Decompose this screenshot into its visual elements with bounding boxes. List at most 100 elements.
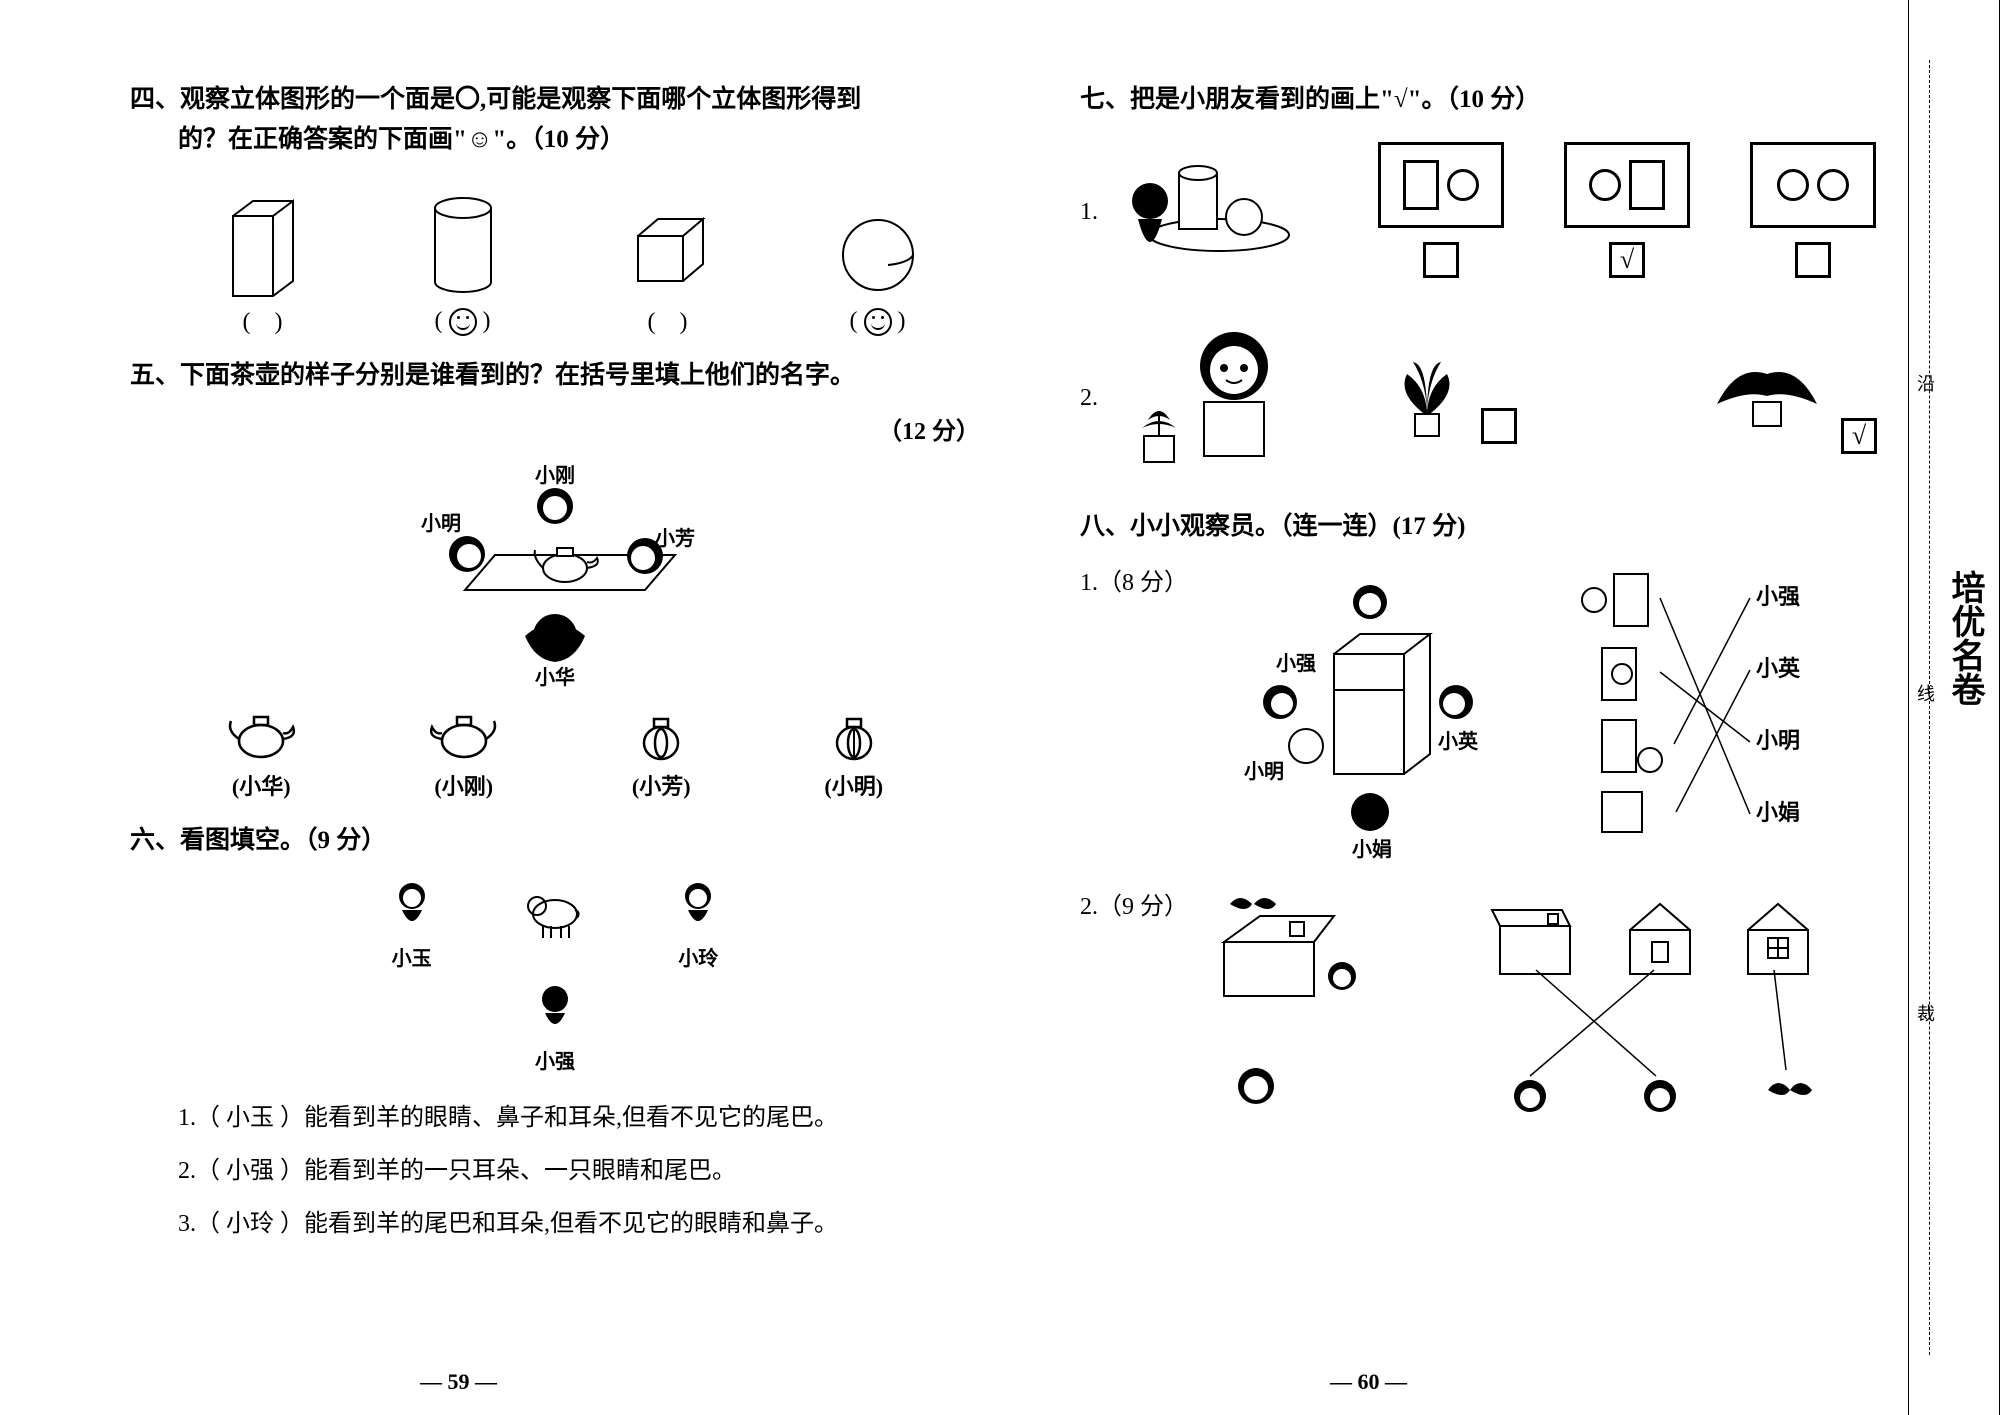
sphere-icon (833, 210, 923, 300)
q7-2-scene (1114, 316, 1324, 481)
opt-frame (1378, 142, 1504, 228)
q6-xiaoyu: 小玉 (382, 876, 442, 971)
svg-text:小英: 小英 (1756, 656, 1801, 681)
q6-xiaoling: 小玲 (668, 876, 728, 971)
rect-icon (1403, 160, 1439, 210)
q4-shapes-row: ( ) ( ) ( ) (160, 190, 980, 336)
page-number-right: — 60 — (1330, 1369, 1407, 1395)
cut-char: 线 (1917, 680, 1935, 706)
q8-sub2-svg (1200, 886, 1840, 1146)
q7-num-1: 1. (1080, 199, 1114, 226)
label-xiaoming: 小明 (421, 512, 461, 535)
label-xiaohua: 小华 (535, 665, 575, 689)
q8-sub-1: 1.（8 分） 小强 小明 (1080, 562, 1930, 862)
q8-block: 1.（8 分） 小强 小明 (1080, 562, 1930, 1146)
teapot-side1-icon (626, 705, 696, 765)
checkbox-checked[interactable]: √ (1841, 418, 1877, 454)
q5-scene-svg: 小刚 小明 小芳 小华 (375, 460, 735, 690)
q7-1-scene (1114, 135, 1324, 290)
teapot-2-answer: 小刚 (442, 774, 486, 799)
teapot-4-answer: 小明 (832, 774, 876, 799)
q7-2-options: √ (1324, 344, 1930, 454)
svg-text:小娟: 小娟 (1352, 837, 1392, 861)
checkbox[interactable] (1795, 242, 1831, 278)
teapot-3-answer: 小芳 (639, 774, 683, 799)
q7-1-opt-a[interactable] (1378, 142, 1504, 283)
q7-2-opt-a[interactable] (1377, 344, 1517, 454)
opt-frame (1564, 142, 1690, 228)
q7-1-scene-svg (1114, 135, 1304, 285)
q4-shape-sphere: ( ) (833, 210, 923, 336)
sheep-icon (515, 876, 595, 946)
page-number-left: — 59 — (420, 1369, 497, 1395)
checkbox[interactable] (1423, 242, 1459, 278)
circle-icon (1777, 169, 1809, 201)
q5-title: 五、下面茶壶的样子分别是谁看到的？在括号里填上他们的名字。 (130, 356, 980, 396)
child-icon (668, 876, 728, 936)
teapot-side2-icon (819, 705, 889, 765)
circle-icon (1447, 169, 1479, 201)
svg-text:小明: 小明 (1244, 760, 1284, 783)
dotted-cut-line (1929, 60, 1930, 1355)
q6-sheep (515, 876, 595, 971)
q7-title: 七、把是小朋友看到的画上"√"。（10 分） (1080, 80, 1930, 120)
q4-paren-3: ( ) (648, 309, 688, 335)
circle-icon (1589, 169, 1621, 201)
left-column: 四、观察立体图形的一个面是〇,可能是观察下面哪个立体图形得到 的？在正确答案的下… (100, 60, 1030, 1385)
label-xiaofang: 小芳 (655, 526, 695, 550)
right-column: 七、把是小朋友看到的画上"√"。（10 分） 1. (1030, 60, 1960, 1385)
circle-icon (1817, 169, 1849, 201)
teapot-3: (小芳) (626, 705, 696, 801)
checkbox-checked[interactable]: √ (1609, 242, 1645, 278)
q5-scene: 小刚 小明 小芳 小华 (130, 460, 980, 695)
opt-frame (1750, 142, 1876, 228)
q4-paren-1: ( ) (243, 309, 283, 335)
q6-xiaoqiang-label: 小强 (130, 1045, 980, 1074)
q7-2-opt-b[interactable]: √ (1697, 344, 1877, 454)
plant-above-icon (1377, 344, 1477, 444)
q8-sub1-svg: 小强 小明 小英 小娟 (1200, 562, 1840, 862)
q6-xiaoyu-label: 小玉 (382, 942, 442, 971)
q8-sub-2: 2.（9 分） (1080, 886, 1930, 1146)
child-icon (382, 876, 442, 936)
q6-line-2: 2.（ 小强 ）能看到羊的一只耳朵、一只眼睛和尾巴。 (178, 1145, 980, 1198)
teapot-1-answer: 小华 (239, 774, 283, 799)
q4-title-line2: 的？在正确答案的下面画"☺"。（10 分） (178, 126, 625, 153)
q7-1-opt-b[interactable]: √ (1564, 142, 1690, 283)
q4-shape-cuboid: ( ) (218, 191, 308, 336)
cuboid-icon (218, 191, 308, 301)
q4-paren-2: ( ) (435, 308, 491, 334)
brand-vertical: 培优名卷 (1940, 570, 1989, 706)
svg-text:小明: 小明 (1756, 728, 1800, 753)
q5-score: （12 分） (130, 411, 980, 446)
q4-shape-cube: ( ) (618, 201, 718, 336)
q8-title: 八、小小观察员。（连一连）(17 分) (1080, 507, 1930, 547)
svg-text:小娟: 小娟 (1756, 800, 1800, 825)
q6-line-1: 1.（ 小玉 ）能看到羊的眼睛、鼻子和耳朵,但看不见它的尾巴。 (178, 1092, 980, 1145)
svg-text:小强: 小强 (1756, 584, 1800, 609)
rect-icon (1629, 160, 1665, 210)
svg-text:小强: 小强 (1276, 652, 1316, 675)
svg-text:小英: 小英 (1438, 729, 1479, 753)
q4-shape-cylinder: ( ) (423, 190, 503, 336)
q4-paren-4: ( ) (850, 308, 906, 334)
q4-title: 四、观察立体图形的一个面是〇,可能是观察下面哪个立体图形得到 的？在正确答案的下… (130, 80, 980, 160)
q8-sub2-body (1200, 886, 1930, 1146)
q6-scene: 小玉 小玲 (130, 876, 980, 1074)
teapot-1: (小华) (221, 705, 301, 801)
q6-line-3: 3.（ 小玲 ）能看到羊的尾巴和耳朵,但看不见它的眼睛和鼻子。 (178, 1198, 980, 1251)
cube-icon (618, 201, 718, 301)
cut-char: 裁 (1917, 1000, 1935, 1026)
q4-title-line1: 四、观察立体图形的一个面是〇,可能是观察下面哪个立体图形得到 (130, 86, 861, 113)
q7-2-scene-svg (1114, 316, 1314, 476)
smiley-icon (864, 308, 892, 336)
q5-teapots-row: (小华) (小刚) (小芳) (160, 705, 950, 801)
q6-title: 六、看图填空。（9 分） (130, 821, 980, 861)
teapot-front-icon (221, 705, 301, 765)
checkbox[interactable] (1481, 408, 1517, 444)
cut-char: 沿 (1917, 370, 1935, 396)
q7-num-2: 2. (1080, 385, 1114, 412)
q8-sub2-label: 2.（9 分） (1080, 886, 1200, 1146)
q7-1-opt-c[interactable] (1750, 142, 1876, 283)
label-xiaogang: 小刚 (535, 464, 575, 487)
